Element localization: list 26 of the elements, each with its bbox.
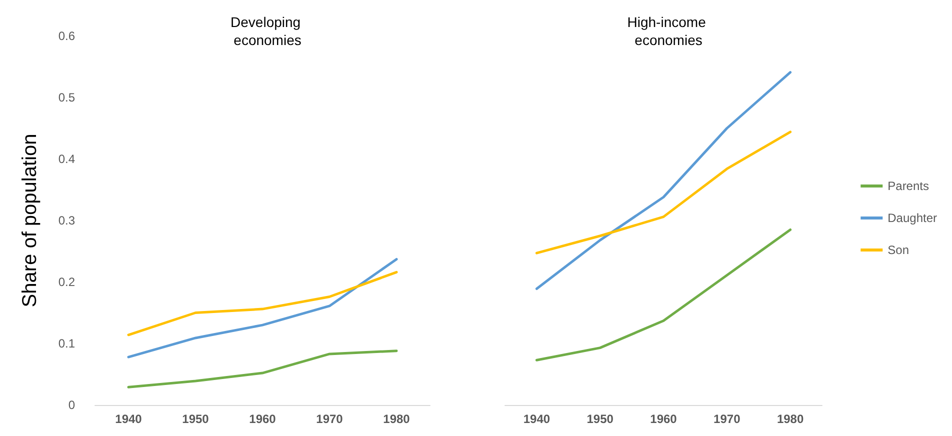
- y-tick-label: 0.3: [58, 214, 76, 228]
- x-tick-label: 1940: [115, 412, 142, 426]
- x-tick-label: 1970: [714, 412, 741, 426]
- y-tick-label: 0.6: [58, 29, 76, 43]
- chart-title: Developing economies: [230, 14, 304, 48]
- x-tick-label: 1960: [249, 412, 276, 426]
- legend-label: Son: [888, 243, 909, 257]
- chart-title: High-income economies: [627, 14, 710, 48]
- legend-label: Daughter: [888, 211, 938, 225]
- line-series: [127, 350, 398, 388]
- y-tick-label: 0.2: [58, 275, 76, 289]
- y-tick-label: 0.4: [58, 152, 76, 166]
- x-tick-label: 1980: [776, 412, 804, 426]
- y-tick-label: 0: [68, 398, 76, 412]
- x-tick-label: 1940: [523, 412, 550, 426]
- y-tick-label: 0.5: [58, 90, 76, 104]
- x-tick-label: 1960: [650, 412, 678, 426]
- y-axis-title: Share of population: [19, 134, 41, 308]
- line-series: [127, 258, 398, 358]
- y-tick-label: 0.1: [58, 336, 76, 350]
- line-series: [127, 270, 398, 336]
- x-tick-label: 1950: [182, 412, 210, 426]
- x-tick-label: 1980: [383, 412, 410, 426]
- legend-label: Parents: [888, 179, 929, 193]
- x-tick-label: 1950: [586, 412, 614, 426]
- x-tick-label: 1970: [316, 412, 344, 426]
